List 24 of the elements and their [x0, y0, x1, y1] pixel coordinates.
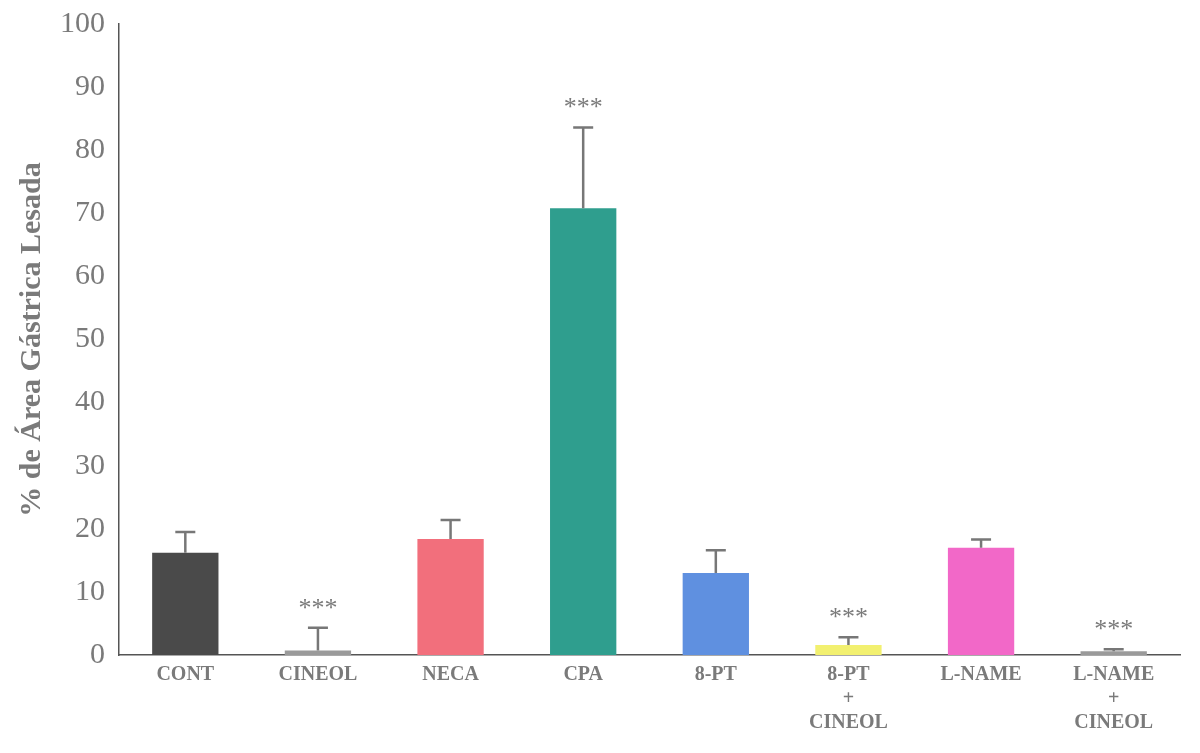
y-tick-label: 100	[60, 4, 105, 38]
y-tick-label: 90	[75, 67, 105, 101]
y-axis-title: % de Área Gástrica Lesada	[12, 162, 46, 517]
annotation: ***	[563, 92, 603, 122]
y-tick-label: 80	[75, 131, 105, 165]
x-tick-label: CINEOL	[278, 662, 358, 685]
x-tick-label: CPA	[563, 662, 604, 685]
y-tick-label: 30	[75, 446, 105, 480]
x-tick-label: 8-PT	[694, 662, 738, 685]
y-tick-label: 10	[75, 572, 105, 606]
y-tick-label: 0	[90, 635, 105, 669]
y-tick-label: 20	[75, 509, 105, 543]
y-tick-label: 60	[75, 257, 105, 291]
y-tick-label: 40	[75, 383, 105, 417]
annotation: ***	[828, 602, 868, 632]
x-tick-label: 8-PT + CINEOL	[808, 662, 888, 733]
y-tick-label: 70	[75, 194, 105, 228]
y-tick-label: 50	[75, 320, 105, 354]
annotation: ***	[1094, 614, 1134, 644]
x-tick-label: L-NAME + CINEOL	[1073, 662, 1155, 733]
x-tick-label: L-NAME	[940, 662, 1022, 685]
annotation: ***	[298, 592, 338, 622]
x-tick-label: CONT	[156, 662, 215, 685]
x-tick-label: NECA	[422, 662, 480, 685]
